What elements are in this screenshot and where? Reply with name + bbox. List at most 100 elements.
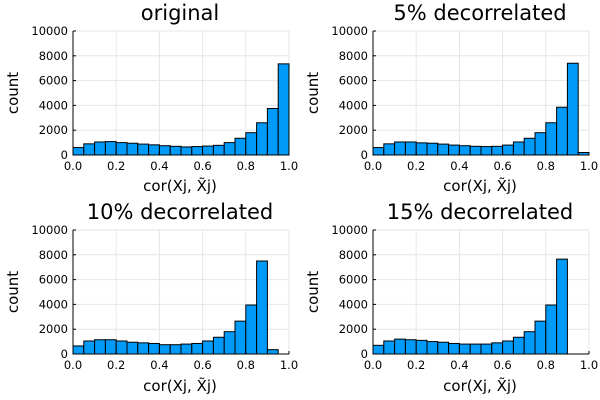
histogram-bar [212, 336, 225, 355]
histogram-bar [266, 349, 279, 355]
chart-title: 15% decorrelated [387, 200, 574, 224]
histogram-bar [115, 340, 128, 355]
x-axis-label: cor(Xj, X̃j) [143, 176, 217, 195]
histogram-bar [148, 342, 160, 355]
histogram-bar [458, 343, 471, 355]
histogram-bar [556, 106, 568, 156]
y-tick-label: 0 [361, 148, 368, 162]
histogram-bar [94, 141, 106, 156]
y-tick-label: 2000 [339, 322, 368, 336]
histogram-bar [448, 342, 460, 355]
y-axis-label: count [304, 72, 322, 114]
chart-panel-original: original 0.0 0.2 0.4 0.6 0.8 1.0 0 2000 4000 6000… [4, 1, 298, 195]
histogram-bar [72, 345, 85, 355]
histogram-bar [437, 341, 450, 355]
y-tick-label: 10000 [31, 24, 68, 38]
y-tick-label: 4000 [339, 98, 368, 112]
x-tick-label: 0.8 [537, 358, 555, 372]
histogram-bar [415, 142, 428, 156]
y-tick-label: 2000 [39, 123, 68, 137]
histogram-bar [126, 142, 139, 156]
chart-title: original [141, 1, 220, 25]
histogram-bar [94, 339, 106, 355]
histogram-bar [158, 145, 171, 156]
histogram-bar [437, 143, 450, 156]
x-tick-label: 0.8 [237, 159, 255, 173]
histogram-bar [372, 147, 385, 156]
histogram-bar [72, 147, 85, 156]
histogram-bar [469, 145, 482, 156]
histogram-bar [469, 343, 482, 355]
x-tick-label: 1.0 [580, 358, 598, 372]
histogram-bar [534, 132, 547, 156]
histogram-bar [523, 137, 536, 156]
y-tick-label: 10000 [331, 24, 368, 38]
y-tick-label: 0 [61, 347, 68, 361]
histogram-bar [191, 342, 204, 355]
histogram-bar [426, 142, 439, 156]
histogram-bar [458, 145, 471, 156]
histogram-bar [148, 144, 160, 156]
histogram-bar [545, 122, 558, 156]
histogram-bar [256, 260, 268, 355]
chart-panel-15pct-decorrelated: 15% decorrelated 0.0 0.2 0.4 0.6 0.8 1.0 0 2000… [304, 200, 598, 395]
x-tick-label: 0.4 [450, 159, 468, 173]
histogram-bar [83, 340, 96, 355]
y-tick-label: 4000 [39, 98, 68, 112]
histogram-bar [480, 343, 493, 355]
y-tick-label: 6000 [39, 273, 68, 287]
x-tick-label: 0.0 [64, 159, 82, 173]
histogram-bar [566, 62, 579, 156]
histogram-bar [158, 344, 171, 355]
y-tick-label: 4000 [39, 297, 68, 311]
histogram-bar [256, 122, 268, 156]
y-tick-label: 8000 [39, 248, 68, 262]
histogram-bar [212, 144, 225, 156]
y-tick-label: 10000 [31, 223, 68, 237]
histogram-bar [83, 143, 96, 156]
y-axis-label: count [4, 72, 22, 114]
chart-title: 5% decorrelated [393, 1, 566, 25]
histogram-bar [104, 141, 117, 156]
histogram-bar [202, 340, 214, 355]
histogram-bar [415, 339, 428, 355]
histogram-bar [502, 144, 514, 156]
y-tick-label: 8000 [339, 49, 368, 63]
y-tick-label: 8000 [339, 248, 368, 262]
x-tick-label: 0.0 [364, 159, 382, 173]
x-tick-label: 0.4 [450, 358, 468, 372]
x-axis-label: cor(Xj, X̃j) [443, 376, 517, 395]
chart-panel-10pct-decorrelated: 10% decorrelated 0.0 0.2 0.4 0.6 0.8 1.0 0 2000… [4, 200, 298, 395]
histogram-bar [115, 142, 128, 156]
histogram-bar [137, 143, 150, 156]
histogram-bar [545, 304, 558, 355]
x-tick-label: 0.6 [193, 358, 211, 372]
x-tick-label: 0.6 [493, 358, 511, 372]
histogram-bar [202, 145, 214, 156]
histogram-bar [372, 344, 385, 355]
histogram-bar [512, 336, 525, 355]
x-tick-label: 0.0 [64, 358, 82, 372]
histogram-bar [180, 146, 193, 156]
y-tick-label: 6000 [339, 273, 368, 287]
y-axis-label: count [4, 271, 22, 313]
histogram-bar [491, 342, 504, 355]
histogram-bar [404, 141, 417, 156]
histogram-bar [191, 146, 204, 156]
histogram-bar [426, 341, 439, 355]
x-tick-label: 0.6 [193, 159, 211, 173]
x-tick-label: 1.0 [580, 159, 598, 173]
x-tick-label: 0.0 [364, 358, 382, 372]
histogram-bar [383, 340, 396, 355]
y-tick-label: 10000 [331, 223, 368, 237]
histogram-bar [512, 141, 525, 156]
histogram-bar [223, 331, 236, 355]
x-tick-label: 0.4 [150, 358, 168, 372]
histogram-bar [266, 108, 279, 156]
y-tick-label: 2000 [339, 123, 368, 137]
x-axis-label: cor(Xj, X̃j) [143, 376, 217, 395]
x-tick-label: 0.8 [537, 159, 555, 173]
histogram-bar [394, 338, 406, 355]
histogram-bar [137, 342, 150, 355]
